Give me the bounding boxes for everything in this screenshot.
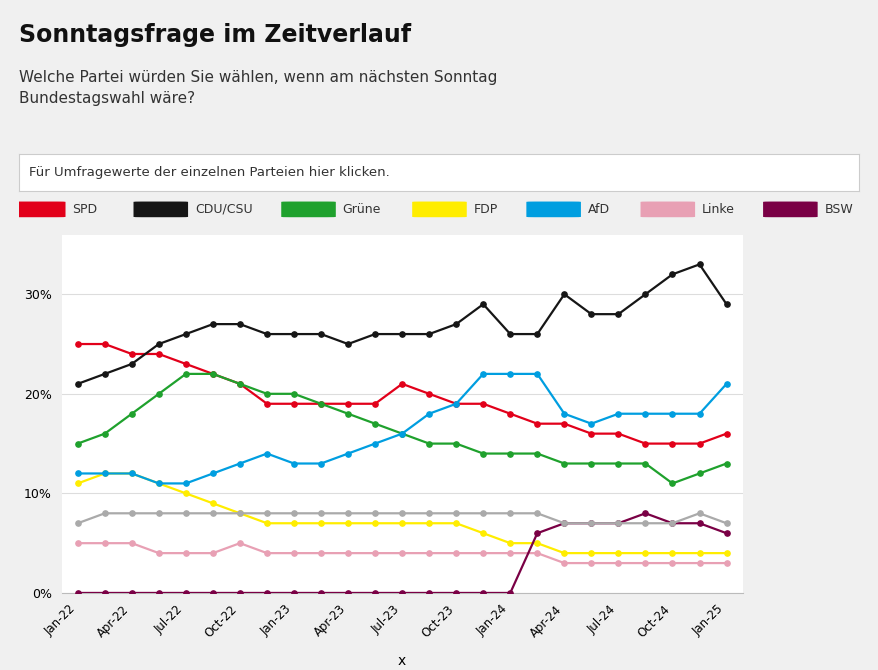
X-axis label: x: x bbox=[398, 654, 406, 668]
Text: FDP: FDP bbox=[473, 203, 497, 216]
FancyBboxPatch shape bbox=[281, 202, 335, 217]
Text: Linke: Linke bbox=[701, 203, 734, 216]
Text: Sonntagsfrage im Zeitverlauf: Sonntagsfrage im Zeitverlauf bbox=[19, 23, 411, 48]
Text: AfD: AfD bbox=[587, 203, 609, 216]
Text: SPD: SPD bbox=[0, 669, 1, 670]
FancyBboxPatch shape bbox=[133, 202, 188, 217]
Text: Linke: Linke bbox=[0, 669, 1, 670]
FancyBboxPatch shape bbox=[11, 202, 66, 217]
Text: Andere: Andere bbox=[0, 669, 1, 670]
FancyBboxPatch shape bbox=[640, 202, 694, 217]
FancyBboxPatch shape bbox=[526, 202, 580, 217]
Text: Grüne: Grüne bbox=[342, 203, 380, 216]
Text: Grüne: Grüne bbox=[0, 669, 1, 670]
FancyBboxPatch shape bbox=[876, 202, 878, 217]
Text: Welche Partei würden Sie wählen, wenn am nächsten Sonntag
Bundestagswahl wäre?: Welche Partei würden Sie wählen, wenn am… bbox=[19, 70, 497, 107]
Text: CDU/CSU: CDU/CSU bbox=[0, 669, 1, 670]
Text: AfD: AfD bbox=[0, 669, 1, 670]
Text: SPD: SPD bbox=[72, 203, 97, 216]
Text: FDP: FDP bbox=[0, 669, 1, 670]
Text: BSW: BSW bbox=[0, 669, 1, 670]
Text: Für Umfragewerte der einzelnen Parteien hier klicken.: Für Umfragewerte der einzelnen Parteien … bbox=[29, 166, 390, 179]
Text: CDU/CSU: CDU/CSU bbox=[195, 203, 252, 216]
FancyBboxPatch shape bbox=[412, 202, 466, 217]
Text: BSW: BSW bbox=[824, 203, 853, 216]
FancyBboxPatch shape bbox=[762, 202, 817, 217]
